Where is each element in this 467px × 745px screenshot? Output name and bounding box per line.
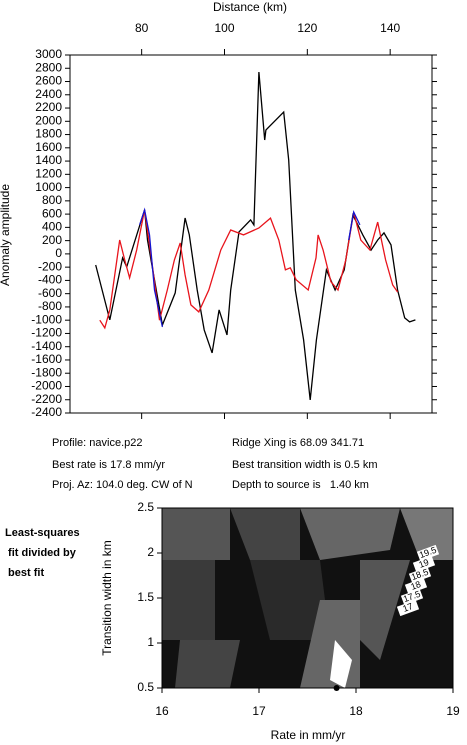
- x-tick-label: 19: [446, 704, 460, 718]
- y-tick-label: -2200: [31, 392, 62, 406]
- y-tick-label: 1400: [35, 153, 62, 167]
- y-tick-label: 1.5: [137, 590, 154, 604]
- y-tick-label: 2.5: [137, 500, 154, 514]
- y-tick-label: -2400: [31, 405, 62, 419]
- plot-frame: [69, 54, 433, 414]
- contour-label: 18: [409, 579, 422, 592]
- data-line: [99, 209, 399, 330]
- y-tick-label: 2000: [35, 113, 62, 127]
- data-line: [95, 71, 416, 400]
- x-tick-label: 140: [380, 21, 400, 35]
- data-line: [138, 207, 164, 328]
- x-tick-label: 80: [135, 21, 149, 35]
- y-tick-label: -1600: [31, 352, 62, 366]
- note-text: Least-squares fit divided by best fit: [5, 527, 80, 579]
- y-tick-label: 1200: [35, 167, 62, 181]
- y-tick-label: 2800: [35, 60, 62, 74]
- y-tick-label: -2000: [31, 379, 62, 393]
- y-tick-label: 0: [55, 246, 62, 260]
- x-tick-label: 17: [252, 704, 266, 718]
- y-tick-label: 200: [42, 233, 62, 247]
- y-tick-label: -800: [38, 299, 62, 313]
- y-tick-label: 600: [42, 206, 62, 220]
- y-tick-label: 0.5: [137, 680, 154, 694]
- y-tick-label: -200: [38, 259, 62, 273]
- y-axis-label: Anomaly amplitude: [0, 184, 12, 286]
- y-tick-label: 2400: [35, 87, 62, 101]
- x-tick-label: 16: [155, 704, 169, 718]
- y-tick-label: 400: [42, 220, 62, 234]
- y-axis-label: Transition width in km: [100, 540, 114, 656]
- x-tick-label: 18: [349, 704, 363, 718]
- contour-label-box: [404, 577, 428, 595]
- y-tick-label: -1400: [31, 339, 62, 353]
- info-text: Best transition width is 0.5 km: [232, 459, 378, 471]
- plot-frame: [161, 507, 454, 689]
- contour-label: 17: [401, 601, 414, 614]
- y-tick-label: 1800: [35, 127, 62, 141]
- y-tick-label: 800: [42, 193, 62, 207]
- contour-label-box: [396, 599, 420, 617]
- y-tick-label: -1200: [31, 326, 62, 340]
- info-text: Depth to source is 1.40 km: [232, 479, 369, 491]
- info-text: Profile: navice.p22: [52, 437, 143, 449]
- x-axis-label: Distance (km): [213, 0, 287, 14]
- best-fit-point: [333, 685, 340, 691]
- data-line: [348, 210, 361, 241]
- y-tick-label: 1: [147, 635, 154, 649]
- x-tick-label: 120: [297, 21, 317, 35]
- contour-label-box: [412, 555, 436, 573]
- info-text: Proj. Az: 104.0 deg. CW of N: [52, 479, 193, 491]
- y-tick-label: -1800: [31, 365, 62, 379]
- y-tick-label: 1000: [35, 180, 62, 194]
- y-tick-label: 2600: [35, 74, 62, 88]
- y-tick-label: 2200: [35, 100, 62, 114]
- info-text: Best rate is 17.8 mm/yr: [52, 459, 165, 471]
- x-tick-label: 100: [214, 21, 234, 35]
- y-tick-label: 1600: [35, 140, 62, 154]
- y-tick-label: 2: [147, 545, 154, 559]
- x-axis-label: Rate in mm/yr: [271, 728, 346, 742]
- contour-label-box: [400, 588, 424, 606]
- info-text: Ridge Xing is 68.09 341.71: [232, 437, 364, 449]
- y-tick-label: -600: [38, 286, 62, 300]
- contour-label: 19: [417, 557, 430, 570]
- y-tick-label: 3000: [35, 47, 62, 61]
- y-tick-label: -400: [38, 273, 62, 287]
- contour-label-box: [416, 544, 440, 562]
- y-tick-label: -1000: [31, 312, 62, 326]
- contour-label-box: [408, 566, 432, 584]
